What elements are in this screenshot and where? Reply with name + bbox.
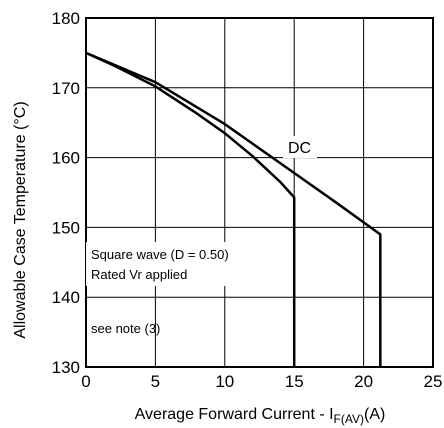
annotation-square-wave: Square wave (D = 0.50) <box>91 247 229 262</box>
y-tick-label: 130 <box>52 358 80 377</box>
annotation-see-note: see note (3) <box>91 321 160 336</box>
y-tick-label: 150 <box>52 218 80 237</box>
x-tick-label: 0 <box>81 372 90 391</box>
series-line-square-wave <box>85 51 296 367</box>
x-tick-label: 20 <box>354 372 373 391</box>
y-tick-label: 170 <box>52 79 80 98</box>
x-axis-label-subscript: F(AV) <box>334 412 364 426</box>
x-tick-label: 15 <box>285 372 304 391</box>
annotation-rated-vr: Rated Vr applied <box>91 267 187 282</box>
plot-frame <box>85 17 434 368</box>
x-tick-label: 25 <box>424 372 443 391</box>
y-axis-label: Allowable Case Temperature (°C) <box>12 101 29 338</box>
y-tick-labels: 130 140 150 160 170 180 <box>52 9 80 377</box>
dc-label-background <box>283 136 317 158</box>
y-tick-label: 160 <box>52 149 80 168</box>
grid <box>86 18 433 367</box>
x-tick-label: 10 <box>215 372 234 391</box>
x-axis-label-unit: (A) <box>364 406 385 423</box>
annotation-background <box>86 242 266 286</box>
series-lines <box>85 51 382 367</box>
x-axis-label: Average Forward Current - IF(AV)(A) <box>135 406 386 426</box>
series-line-dc <box>85 51 382 367</box>
dc-series-label: DC <box>288 140 311 157</box>
x-axis-label-main: Average Forward Current - I <box>135 406 334 423</box>
y-tick-label: 180 <box>52 9 80 28</box>
y-tick-label: 140 <box>52 288 80 307</box>
x-tick-label: 5 <box>151 372 160 391</box>
x-tick-labels: 0 5 10 15 20 25 <box>81 372 442 391</box>
